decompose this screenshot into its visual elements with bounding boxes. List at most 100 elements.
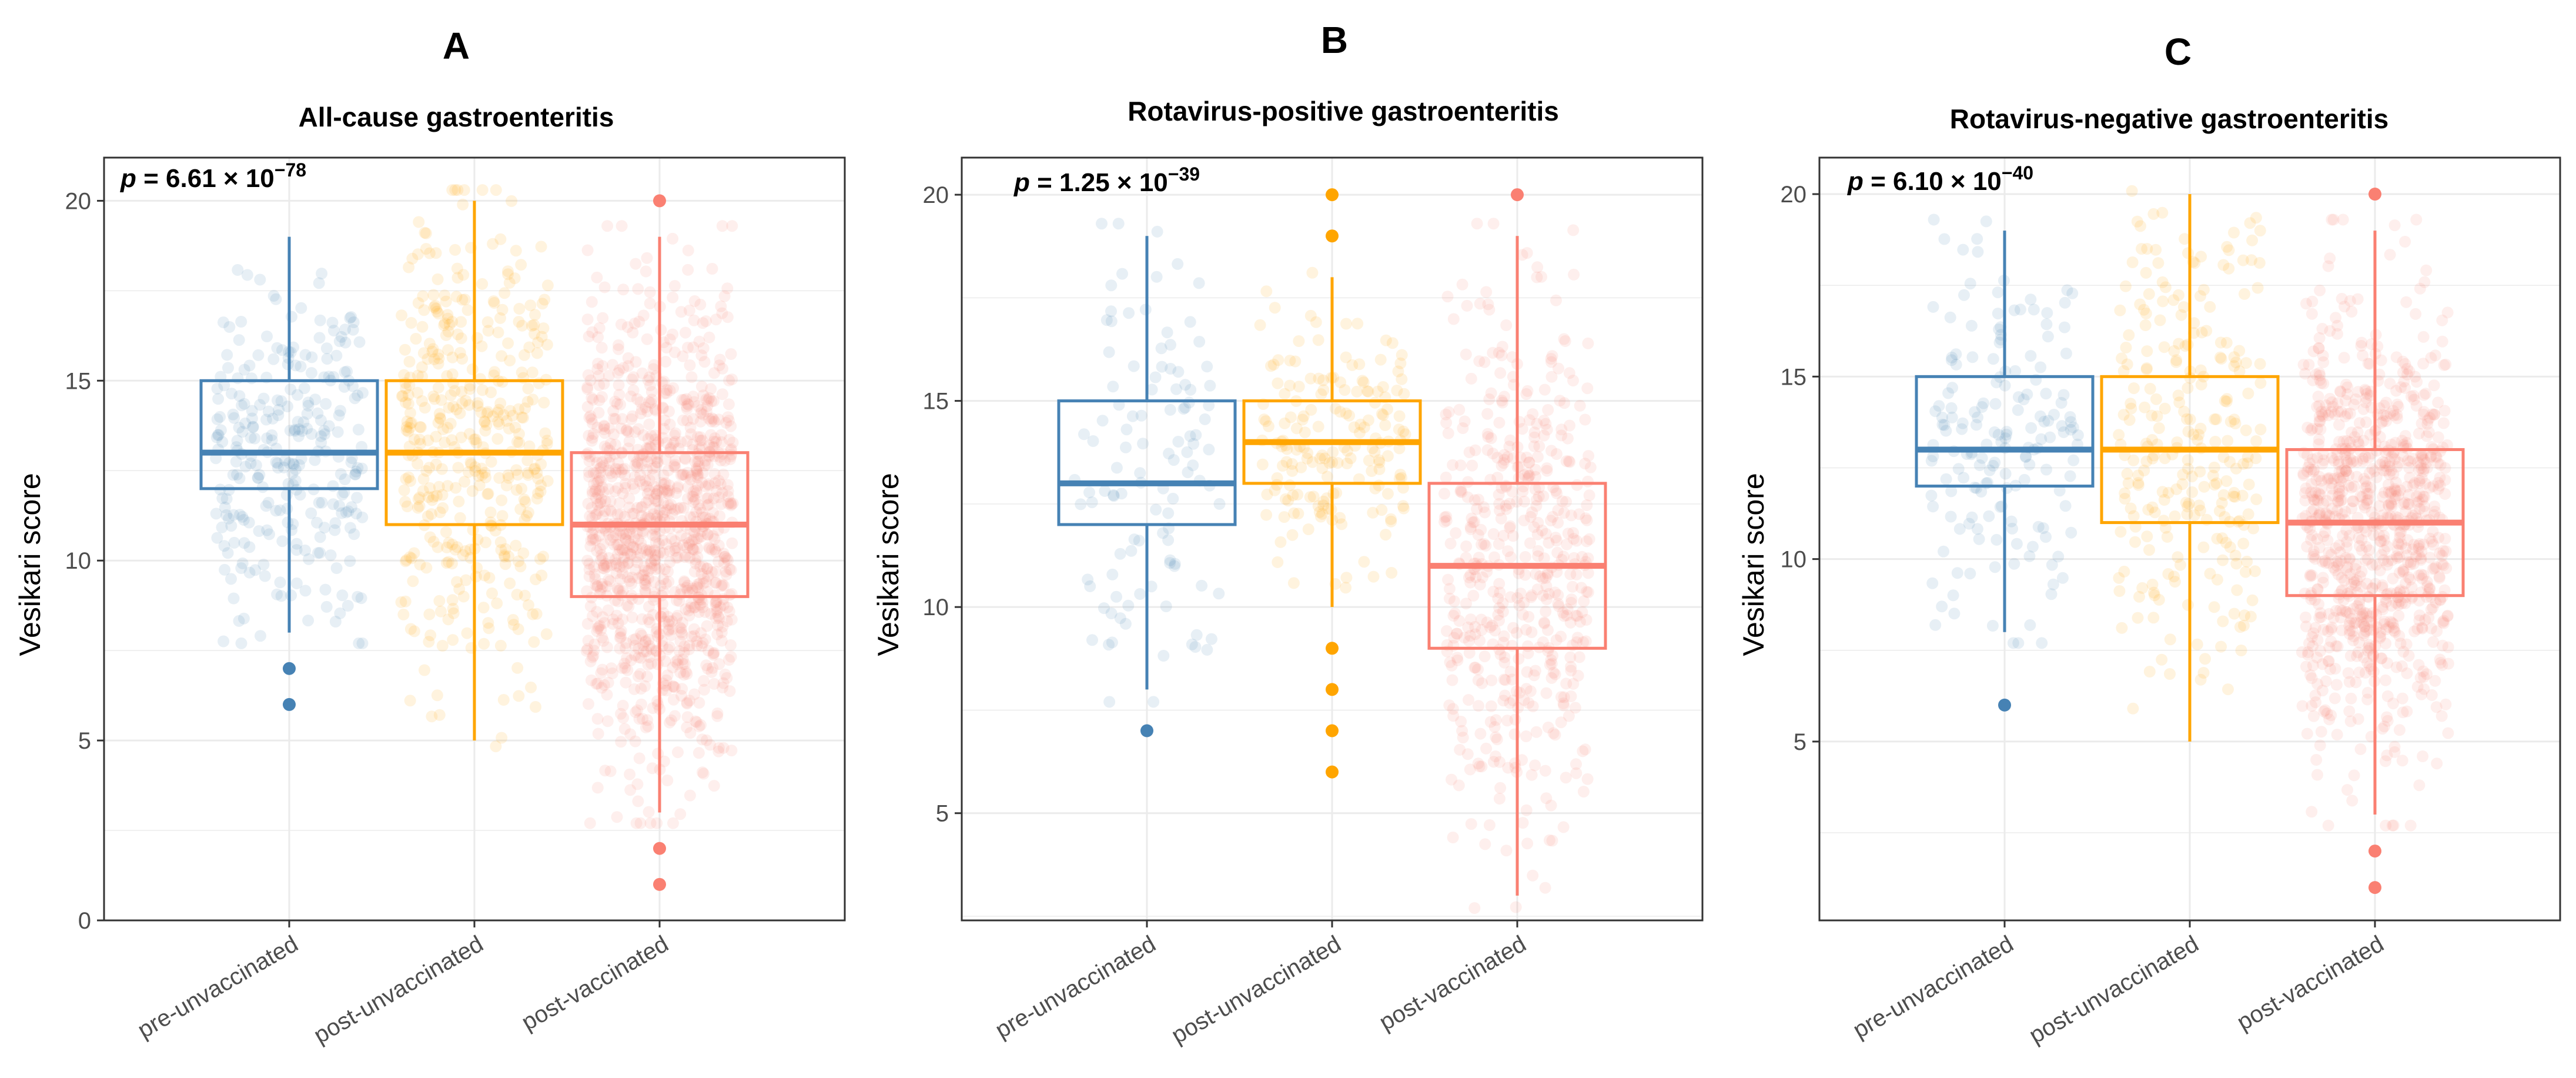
jitter-point: [2036, 637, 2048, 649]
jitter-point: [2324, 393, 2336, 405]
jitter-point: [2333, 484, 2345, 496]
jitter-point: [592, 488, 604, 500]
jitter-point: [692, 582, 704, 594]
jitter-point: [1493, 615, 1505, 627]
jitter-point: [2347, 573, 2360, 586]
jitter-point: [1497, 606, 1509, 618]
jitter-point: [724, 453, 737, 465]
jitter-point: [493, 403, 505, 416]
jitter-point: [2318, 705, 2330, 717]
jitter-point: [1537, 636, 1549, 648]
jitter-point: [1518, 469, 1531, 481]
jitter-point: [2400, 296, 2413, 308]
jitter-point: [681, 542, 693, 553]
jitter-point: [2340, 465, 2352, 478]
jitter-point: [1517, 817, 1529, 829]
jitter-point: [640, 635, 652, 647]
jitter-point: [1392, 365, 1404, 378]
jitter-point: [1496, 396, 1508, 409]
jitter-point: [611, 508, 624, 520]
jitter-point: [2428, 379, 2440, 392]
jitter-point: [708, 395, 720, 407]
jitter-point: [2351, 293, 2364, 305]
jitter-point: [596, 552, 608, 564]
jitter-point: [664, 385, 676, 396]
jitter-point: [710, 566, 722, 578]
jitter-point: [685, 428, 697, 440]
jitter-point: [692, 532, 704, 545]
jitter-point: [1528, 669, 1540, 682]
jitter-point: [1478, 650, 1491, 663]
jitter-point: [2173, 338, 2185, 350]
jitter-point: [621, 558, 634, 570]
jitter-point: [316, 496, 328, 509]
jitter-point: [708, 647, 720, 659]
jitter-point: [329, 616, 342, 628]
jitter-point: [2380, 410, 2393, 422]
outlier-point: [1326, 683, 1339, 696]
jitter-point: [228, 592, 240, 605]
jitter-point: [586, 413, 598, 425]
jitter-point: [1155, 342, 1167, 355]
jitter-point: [315, 430, 327, 442]
jitter-point: [2374, 632, 2386, 644]
jitter-point: [463, 466, 474, 478]
jitter-point: [2310, 754, 2323, 766]
boxplot-post-vaccinated: [2285, 188, 2465, 895]
jitter-point: [2322, 260, 2334, 272]
jitter-point: [602, 604, 614, 616]
jitter-point: [2132, 477, 2145, 489]
jitter-point: [2173, 396, 2186, 409]
jitter-point: [2340, 524, 2353, 536]
jitter-point: [1581, 586, 1593, 598]
jitter-point: [1565, 660, 1577, 673]
jitter-point: [644, 512, 656, 525]
jitter-point: [724, 496, 737, 509]
jitter-point: [2306, 700, 2318, 712]
jitter-point: [1992, 429, 2005, 441]
jitter-point: [2388, 493, 2400, 505]
jitter-point: [694, 560, 707, 573]
jitter-point: [1540, 528, 1552, 540]
jitter-point: [1456, 278, 1468, 291]
jitter-point: [714, 478, 727, 490]
jitter-point: [2296, 646, 2308, 658]
jitter-point: [2396, 692, 2408, 705]
jitter-point: [2127, 510, 2140, 522]
jitter-point: [1460, 598, 1472, 610]
jitter-point: [404, 623, 417, 635]
jitter-point: [628, 482, 641, 495]
jitter-point: [644, 544, 656, 556]
jitter-point: [678, 393, 690, 406]
jitter-point: [211, 413, 223, 425]
jitter-point: [275, 590, 287, 602]
jitter-point: [2156, 653, 2168, 666]
jitter-point: [1455, 484, 1467, 496]
jitter-point: [2327, 213, 2340, 226]
jitter-point: [1581, 535, 1593, 548]
jitter-point: [2362, 645, 2374, 657]
jitter-point: [2239, 288, 2250, 300]
jitter-point: [587, 650, 600, 662]
jitter-point: [2425, 622, 2437, 635]
jitter-point: [644, 546, 657, 558]
jitter-point: [1531, 271, 1543, 283]
jitter-point: [1529, 483, 1541, 495]
jitter-point: [2179, 233, 2191, 245]
jitter-point: [2118, 565, 2130, 578]
jitter-point: [637, 309, 650, 322]
jitter-point: [2393, 551, 2406, 563]
jitter-point: [2383, 486, 2395, 498]
jitter-point: [583, 429, 595, 442]
jitter-point: [600, 452, 613, 464]
jitter-point: [482, 617, 494, 629]
jitter-point: [319, 583, 332, 596]
jitter-point: [1082, 573, 1094, 586]
jitter-point: [456, 397, 469, 409]
jitter-point: [695, 442, 708, 454]
jitter-point: [1476, 624, 1488, 636]
jitter-point: [681, 711, 694, 723]
jitter-point: [1504, 498, 1516, 510]
jitter-point: [2415, 569, 2427, 580]
